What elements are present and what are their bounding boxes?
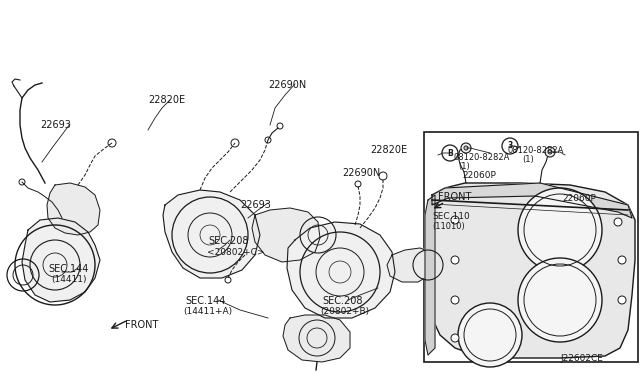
Polygon shape [432,183,632,218]
Text: SEC.144: SEC.144 [48,264,88,274]
Circle shape [461,143,471,153]
Text: 22693: 22693 [40,120,71,130]
Text: B: B [447,148,453,157]
Text: 08120-8282A: 08120-8282A [453,153,509,162]
Polygon shape [22,218,100,302]
Text: <20802+C>: <20802+C> [207,248,264,257]
Polygon shape [283,315,350,362]
Text: (20802+B): (20802+B) [320,307,369,316]
Text: FRONT: FRONT [438,192,472,202]
Circle shape [518,188,602,272]
Text: 22690N: 22690N [342,168,380,178]
Polygon shape [425,195,435,355]
Text: 3: 3 [508,141,513,151]
Circle shape [458,303,522,367]
Polygon shape [163,190,260,278]
Circle shape [618,256,626,264]
Text: (11010): (11010) [432,222,465,231]
Text: (14411+A): (14411+A) [183,307,232,316]
Text: (14411): (14411) [51,275,86,284]
Text: J22602CE: J22602CE [560,354,603,363]
Text: SEC.208: SEC.208 [322,296,362,306]
Text: 22060P: 22060P [462,171,496,180]
Bar [424,132,638,362]
Text: (1): (1) [522,155,534,164]
Polygon shape [287,222,395,318]
Polygon shape [387,248,432,282]
Circle shape [545,147,555,157]
Circle shape [518,258,602,342]
Text: FRONT: FRONT [125,320,158,330]
Text: 22820E: 22820E [148,95,185,105]
Polygon shape [252,208,320,262]
Text: 22060P: 22060P [562,194,596,203]
Circle shape [618,296,626,304]
Text: 22693: 22693 [240,200,271,210]
Polygon shape [47,183,100,235]
Text: (1): (1) [458,162,470,171]
Circle shape [451,216,459,224]
Circle shape [451,296,459,304]
Circle shape [614,218,622,226]
Text: SEC.144: SEC.144 [185,296,225,306]
Circle shape [451,256,459,264]
Circle shape [451,334,459,342]
Text: SEC.208: SEC.208 [208,236,248,246]
Text: 22820E: 22820E [370,145,407,155]
Text: SEC.110: SEC.110 [432,212,470,221]
Polygon shape [428,183,635,358]
Text: 08120-8282A: 08120-8282A [508,146,564,155]
Text: 22690N: 22690N [268,80,307,90]
